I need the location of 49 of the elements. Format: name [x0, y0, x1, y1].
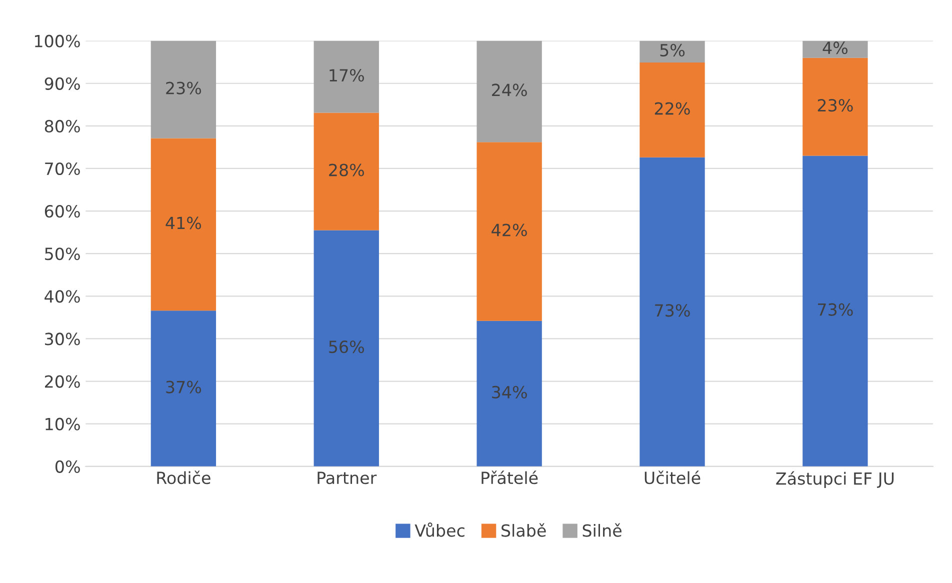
- data-label: 24%: [492, 84, 527, 96]
- y-tick-label: 30%: [45, 332, 80, 346]
- data-label: 41%: [166, 216, 202, 230]
- bar: [150, 310, 216, 466]
- y-tick-label: 100%: [35, 34, 80, 48]
- bar: [640, 157, 705, 466]
- data-label: 23%: [818, 99, 853, 112]
- x-tick-label: Partner: [318, 472, 377, 484]
- data-label: 73%: [655, 304, 690, 317]
- data-label: 28%: [329, 164, 364, 176]
- data-label: 23%: [166, 82, 202, 94]
- bar: [314, 230, 379, 466]
- data-label: 37%: [166, 380, 202, 394]
- data-label: 56%: [329, 340, 364, 354]
- x-tick-label: Rodiče: [157, 470, 210, 484]
- y-tick-label: 60%: [44, 205, 80, 218]
- bar: [640, 40, 705, 63]
- data-label: 5%: [660, 44, 685, 56]
- y-tick-label: 90%: [44, 77, 80, 90]
- y-tick-label: 50%: [45, 248, 80, 260]
- bar: [476, 40, 542, 142]
- bar: [314, 112, 379, 230]
- bar: [802, 58, 868, 156]
- legend-label: Slabě: [502, 523, 546, 537]
- x-tick-label: Učitelé: [644, 470, 700, 484]
- data-label: 4%: [822, 42, 848, 54]
- bar: [802, 156, 868, 466]
- data-label: 34%: [492, 386, 527, 398]
- bar: [150, 40, 216, 138]
- y-tick-label: 70%: [45, 162, 80, 176]
- x-tick-label: Přátelé: [482, 470, 538, 484]
- bar: [640, 62, 705, 158]
- legend-label: Silně: [582, 523, 622, 537]
- bar: [150, 138, 216, 311]
- data-label: 73%: [818, 303, 853, 316]
- bar: [476, 320, 542, 466]
- y-tick-label: 80%: [44, 120, 80, 132]
- x-tick-label: Zástupci EF JU: [776, 471, 894, 488]
- legend-label: Vůbec: [414, 522, 464, 537]
- bar: [802, 40, 868, 58]
- bar: [314, 40, 379, 113]
- y-tick-label: 0%: [55, 460, 80, 473]
- bar: [476, 142, 542, 321]
- y-tick-label: 10%: [46, 418, 80, 430]
- data-label: 22%: [654, 102, 690, 115]
- y-tick-label: 20%: [44, 375, 80, 388]
- y-tick-label: 40%: [44, 290, 80, 303]
- data-label: 42%: [492, 224, 527, 236]
- data-label: 17%: [330, 69, 364, 82]
